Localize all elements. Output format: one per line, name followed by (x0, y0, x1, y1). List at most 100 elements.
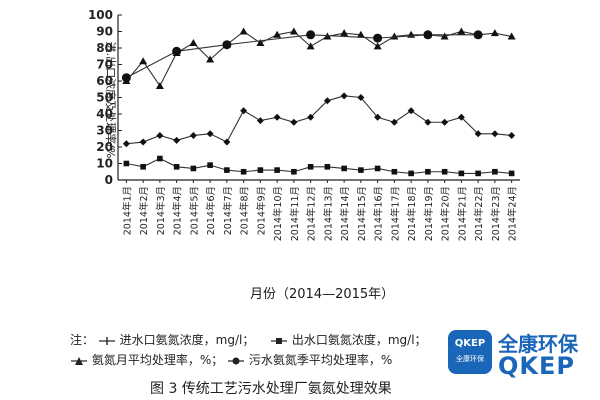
data-point-triangle (239, 27, 248, 35)
data-point-square (408, 170, 414, 177)
data-point-square (374, 165, 381, 172)
x-tick-label: 2014年3月 (155, 186, 167, 235)
x-tick-label: 2014年23月 (490, 186, 502, 241)
y-tick-label: 100 (88, 8, 113, 22)
data-point-square (157, 155, 163, 162)
data-point-triangle (289, 27, 298, 35)
data-point-triangle (490, 29, 499, 37)
data-point-plus (407, 107, 415, 115)
legend: 注： 进水口氨氮浓度，mg/l； 出水口氨氮浓度，mg/l； 氨氮月平均处理率，… (70, 330, 427, 370)
x-tick-label: 2014年4月 (172, 186, 184, 235)
x-tick-label: 2014年22月 (473, 186, 485, 241)
data-point-triangle (356, 30, 365, 38)
data-point-plus (357, 94, 365, 101)
x-tick-label: 2014年19月 (423, 186, 435, 241)
series-line (126, 34, 479, 79)
data-point-plus (189, 131, 197, 139)
legend-row-1: 注： 进水口氨氮浓度，mg/l； 出水口氨氮浓度，mg/l； (70, 330, 427, 350)
data-point-square (492, 168, 498, 175)
data-point-plus (206, 130, 214, 138)
figure-caption: 图 3 传统工艺污水处理厂氨氮处理效果 (150, 381, 392, 397)
data-point-square (224, 167, 230, 173)
data-point-triangle (373, 42, 382, 50)
legend-item-quarterly-rate: 污水氨氮季平均处理率，% (248, 353, 393, 367)
data-point-plus (491, 130, 499, 138)
data-point-plus (457, 113, 465, 121)
data-point-triangle (139, 57, 148, 65)
plus-line-legend-icon (98, 336, 115, 345)
data-point-triangle (256, 39, 265, 47)
data-point-plus (273, 113, 281, 121)
data-point-square (173, 164, 180, 170)
x-tick-label: 2014年18月 (406, 186, 418, 241)
y-tick-label: 20 (96, 140, 113, 154)
x-tick-label: 2014年20月 (440, 186, 452, 241)
legend-item-inlet: 进水口氨氮浓度，mg/l； (119, 333, 255, 347)
legend-prefix: 注： (70, 333, 95, 347)
data-point-plus (323, 97, 331, 105)
data-point-plus (223, 138, 231, 146)
data-point-plus (390, 118, 398, 126)
x-tick-label: 2014年24月 (507, 186, 519, 241)
logo-badge-subtext: 全康环保 (456, 355, 484, 363)
x-tick-label: 2014年17月 (389, 186, 401, 241)
data-point-triangle (273, 30, 282, 38)
y-tick-label: 40 (96, 107, 113, 121)
data-point-dot (373, 33, 383, 43)
data-point-triangle (390, 32, 399, 40)
data-point-plus (441, 118, 449, 126)
data-point-square (240, 168, 247, 175)
logo-badge-icon: QKEP 全康环保 (448, 330, 492, 374)
series-line (125, 30, 512, 88)
data-point-triangle (189, 39, 198, 47)
data-point-plus (424, 118, 432, 126)
data-point-triangle (440, 32, 449, 40)
chart: 0 10 20 30 40 50 60 70 80 90 100 2014年1月 2014年2月 2014… (88, 8, 520, 241)
data-point-triangle (457, 27, 466, 35)
data-point-triangle (206, 55, 215, 63)
data-point-plus (240, 107, 248, 115)
x-tick-label: 2014年6月 (205, 186, 217, 235)
x-tick-label: 2014年9月 (255, 186, 267, 235)
data-point-dot (222, 40, 232, 50)
data-point-square (274, 167, 280, 173)
data-point-plus (508, 131, 516, 139)
data-point-plus (139, 138, 147, 146)
x-tick-label: 2014年2月 (138, 186, 150, 235)
y-tick-label: 30 (96, 124, 113, 138)
data-point-plus (290, 118, 298, 126)
data-point-square (291, 168, 297, 175)
data-point-triangle (340, 29, 349, 37)
x-tick-label: 2014年13月 (322, 186, 334, 241)
data-point-plus (122, 140, 130, 148)
x-tick-label: 2014年5月 (188, 186, 200, 235)
x-tick-label: 2014年8月 (239, 186, 251, 235)
y-tick-label: 10 (96, 157, 113, 171)
x-tick-label: 2014年11月 (289, 186, 301, 241)
data-point-plus (374, 113, 382, 121)
x-tick-label: 2014年15月 (356, 186, 368, 241)
chart-ticks: 0 10 20 30 40 50 60 70 80 90 100 2014年1月 2014年2月 2014… (88, 8, 519, 241)
data-point-square (307, 164, 314, 170)
chart-plot-area (121, 27, 516, 177)
y-tick-label: 80 (96, 41, 113, 55)
data-point-square (425, 168, 431, 175)
data-point-square (341, 165, 347, 172)
data-point-dot (473, 30, 483, 40)
series-triangle (122, 27, 516, 89)
x-tick-label: 2014年10月 (272, 186, 284, 241)
logo-chinese-name: 全康环保 (498, 332, 578, 356)
data-point-square (458, 170, 465, 177)
y-tick-label: 0 (105, 173, 113, 187)
series-plus-line (122, 92, 516, 148)
y-tick-label: 50 (96, 91, 113, 105)
series-square (123, 155, 515, 177)
data-point-dot (423, 30, 433, 40)
data-point-triangle (507, 32, 516, 40)
x-axis-label: 月份（2014—2015年） (250, 287, 395, 302)
y-tick-label: 70 (96, 58, 113, 72)
x-tick-label: 2014年16月 (373, 186, 385, 241)
legend-item-outlet: 出水口氨氮浓度，mg/l； (291, 333, 427, 347)
data-point-square (207, 162, 213, 168)
data-point-square (257, 167, 264, 173)
